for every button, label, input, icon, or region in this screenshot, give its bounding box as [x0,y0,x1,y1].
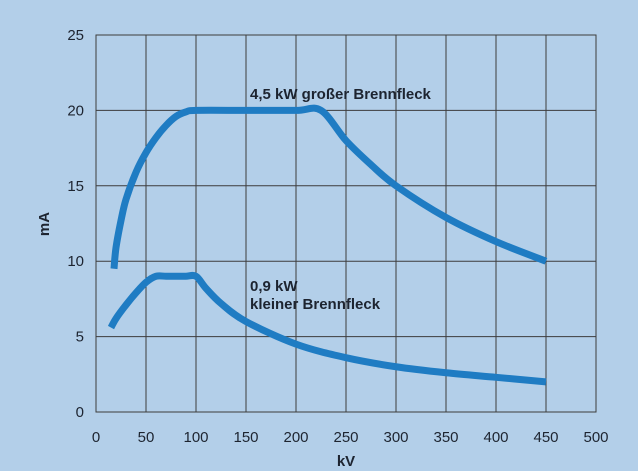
x-tick-label: 400 [483,429,508,446]
x-tick-label: 300 [383,429,408,446]
y-tick-label: 0 [76,404,84,421]
y-tick-labels: 0 5 10 15 20 25 [67,27,84,421]
series-line-large-focal-spot [110,104,548,270]
y-tick-label: 20 [67,102,84,119]
x-tick-label: 100 [183,429,208,446]
series-layer [107,104,548,386]
x-tick-label: 350 [433,429,458,446]
x-tick-label: 500 [583,429,608,446]
x-tick-label: 50 [138,429,155,446]
y-axis-label: mA [36,212,53,236]
x-tick-label: 450 [533,429,558,446]
large-focal-spot-label: 4,5 kW großer Brennfleck [250,86,432,103]
x-tick-label: 150 [233,429,258,446]
grid [96,35,596,412]
x-tick-label: 0 [92,429,100,446]
x-tick-label: 250 [333,429,358,446]
y-tick-label: 25 [67,27,84,44]
y-tick-label: 10 [67,253,84,270]
small-focal-spot-label: kleiner Brennfleck [250,296,381,313]
x-axis-label: kV [337,453,355,470]
y-tick-label: 5 [76,329,84,346]
y-tick-label: 15 [67,178,84,195]
series-line-small-focal-spot [107,271,547,386]
x-tick-labels: 0 50 100 150 200 250 300 350 400 450 500 [92,429,609,446]
x-tick-label: 200 [283,429,308,446]
small-focal-spot-power-label: 0,9 kW [250,278,298,295]
